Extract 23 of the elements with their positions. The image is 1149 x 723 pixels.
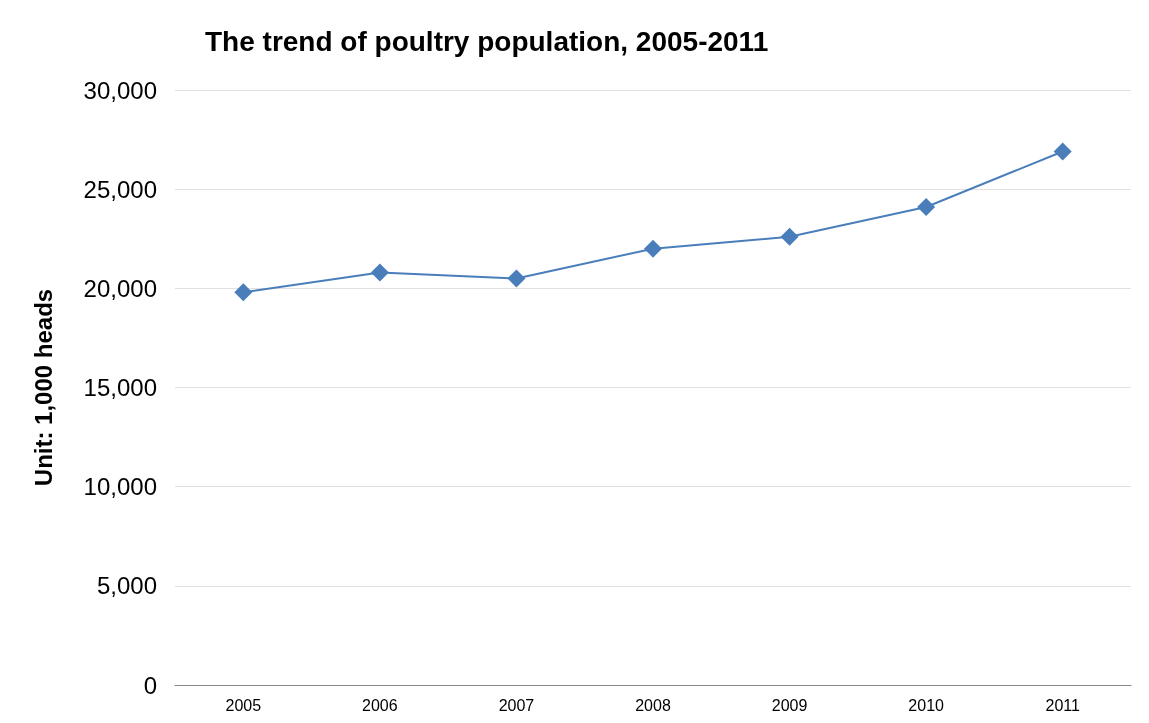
y-axis-title: Unit: 1,000 heads (29, 288, 57, 487)
x-tick-label: 2009 (771, 696, 808, 714)
y-tick-label: 15,000 (83, 374, 157, 401)
point (234, 283, 253, 302)
point (507, 269, 526, 288)
chart-title: The trend of poultry population, 2005-2011 (205, 25, 769, 57)
x-tick-label: 2007 (498, 696, 535, 714)
x-tick-label: 2008 (635, 696, 671, 714)
y-tick-label: 0 (143, 671, 157, 699)
point (644, 239, 662, 258)
x-tick-label: 2010 (908, 696, 945, 714)
x-tick-label: 2011 (1045, 696, 1081, 714)
point (1053, 142, 1072, 161)
y-tick-label: 25,000 (83, 175, 157, 203)
point (780, 227, 799, 246)
y-tick-label: 5,000 (96, 572, 157, 600)
y-tick-label: 10,000 (83, 473, 157, 501)
y-tick-label: 30,000 (83, 76, 157, 104)
x-tick-label: 2005 (225, 696, 262, 714)
x-tick-label: 2006 (362, 696, 398, 714)
point (370, 263, 389, 282)
point (917, 198, 936, 217)
y-tick-label: 20,000 (83, 274, 157, 302)
